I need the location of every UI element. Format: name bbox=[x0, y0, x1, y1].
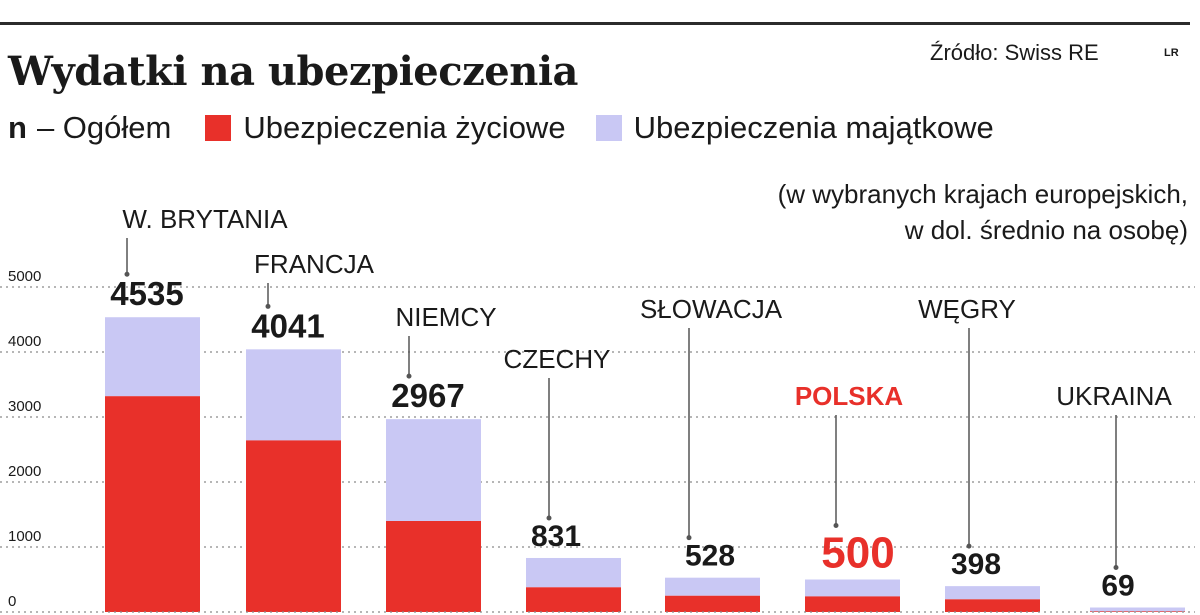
leader-dot bbox=[1113, 565, 1119, 571]
bar-total-label: 4041 bbox=[251, 307, 324, 344]
country-label: POLSKA bbox=[795, 381, 904, 411]
bar-total-label: 528 bbox=[685, 540, 735, 573]
bar-life-0 bbox=[105, 396, 200, 612]
legend-total-label: – Ogółem bbox=[36, 110, 172, 145]
country-label: NIEMCY bbox=[395, 302, 496, 332]
bar-life-5 bbox=[805, 596, 900, 612]
bar-property-1 bbox=[246, 349, 341, 441]
bar-property-3 bbox=[526, 557, 621, 588]
legend-property-label: Ubezpieczenia majątkowe bbox=[633, 110, 994, 145]
leader-dot bbox=[265, 303, 271, 309]
country-label: UKRAINA bbox=[1056, 381, 1172, 411]
leader-dot bbox=[966, 543, 972, 549]
bar-life-1 bbox=[246, 440, 341, 612]
bar-life-6 bbox=[945, 599, 1040, 612]
leader-dot bbox=[124, 271, 130, 277]
note-line-1: (w wybranych krajach europejskich, bbox=[777, 179, 1188, 209]
bar-total-label: 831 bbox=[531, 520, 581, 553]
leader-dot bbox=[686, 535, 692, 541]
bar-life-4 bbox=[665, 595, 760, 612]
y-tick-label: 3000 bbox=[8, 398, 41, 415]
bar-property-6 bbox=[945, 586, 1040, 600]
leader-dot bbox=[546, 515, 552, 521]
y-tick-label: 0 bbox=[8, 593, 16, 610]
legend-property-swatch bbox=[595, 115, 622, 141]
legend-life-swatch bbox=[205, 115, 232, 141]
chart-title: Wydatki na ubezpieczenia bbox=[8, 48, 578, 95]
country-label: FRANCJA bbox=[254, 249, 375, 279]
bar-total-label: 398 bbox=[951, 548, 1001, 581]
leader-dot bbox=[833, 523, 839, 528]
bar-total-label: 500 bbox=[821, 529, 894, 578]
y-tick-label: 2000 bbox=[8, 463, 41, 480]
y-tick-label: 4000 bbox=[8, 333, 41, 350]
y-tick-label: 5000 bbox=[8, 268, 41, 285]
bar-total-label: 69 bbox=[1101, 570, 1134, 603]
note-line-2: w dol. średnio na osobę) bbox=[904, 215, 1188, 245]
bar-property-7 bbox=[1090, 607, 1185, 612]
legend: n – Ogółem Ubezpieczenia życiowe Ubezpie… bbox=[8, 110, 994, 146]
y-tick-label: 1000 bbox=[8, 528, 41, 545]
top-rule bbox=[0, 22, 1190, 25]
publisher-logo: LR bbox=[1164, 47, 1179, 59]
bar-property-5 bbox=[805, 579, 900, 597]
bar-life-7 bbox=[1090, 611, 1185, 612]
bar-total-label: 2967 bbox=[391, 377, 464, 414]
country-label: CZECHY bbox=[504, 344, 611, 374]
bar-property-2 bbox=[386, 419, 481, 521]
country-label: SŁOWACJA bbox=[640, 294, 783, 324]
country-label: WĘGRY bbox=[918, 294, 1016, 324]
legend-total-symbol: n bbox=[8, 110, 27, 145]
legend-life-label: Ubezpieczenia życiowe bbox=[243, 110, 566, 145]
bar-life-2 bbox=[386, 521, 481, 612]
leader-dot bbox=[406, 373, 412, 379]
bar-life-3 bbox=[526, 587, 621, 612]
bar-property-0 bbox=[105, 317, 200, 397]
chart-note: (w wybranych krajach europejskich, w dol… bbox=[778, 176, 1188, 248]
bar-total-label: 4535 bbox=[110, 275, 183, 312]
country-label: W. BRYTANIA bbox=[122, 204, 288, 234]
source-label: Źródło: Swiss RE bbox=[930, 40, 1099, 65]
bar-property-4 bbox=[665, 577, 760, 596]
